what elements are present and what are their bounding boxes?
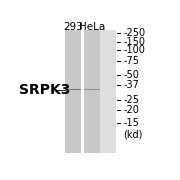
Bar [100,30,116,153]
Bar [84,30,100,153]
Text: -250: -250 [123,28,145,38]
Text: -20: -20 [123,105,139,115]
Text: (kd): (kd) [123,130,143,140]
Bar [65,89,81,91]
Text: -50: -50 [123,70,139,80]
Text: -75: -75 [123,56,139,66]
Text: HeLa: HeLa [79,22,105,32]
Bar [65,30,81,153]
Text: -150: -150 [123,37,145,47]
Text: -37: -37 [123,80,139,90]
Text: -15: -15 [123,118,139,129]
Bar [84,89,100,91]
Text: -25: -25 [123,95,139,105]
Text: -100: -100 [123,45,145,55]
Text: 293: 293 [64,22,83,32]
Text: SRPK3: SRPK3 [19,82,71,96]
